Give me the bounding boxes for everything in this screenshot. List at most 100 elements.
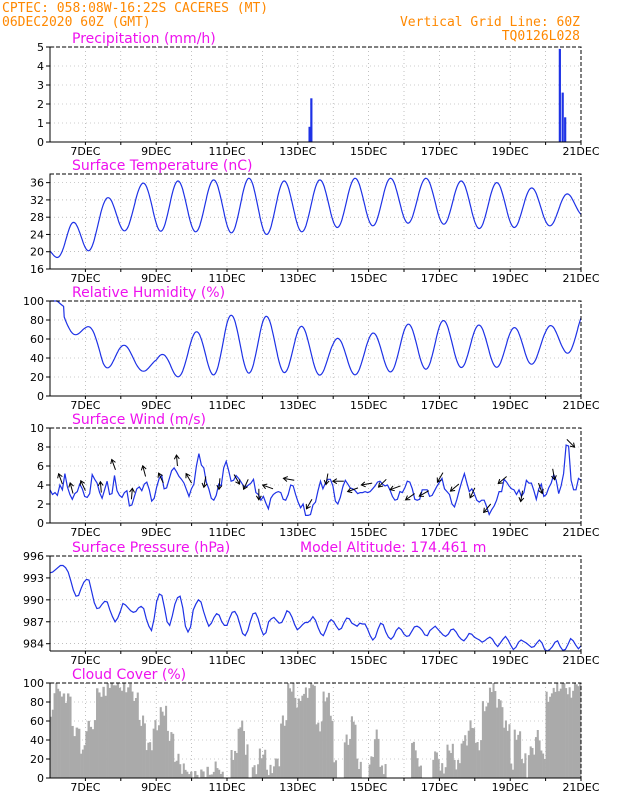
cloud-bar: [382, 774, 385, 778]
wind-arrow-shaft: [58, 473, 63, 485]
x-tick-label: 17DEC: [421, 272, 458, 285]
cloud-bar: [71, 725, 74, 778]
wind-arrow: [518, 490, 525, 503]
cloud-bar: [206, 766, 209, 778]
x-tick-label: 15DEC: [350, 526, 387, 539]
wind-arrow: [242, 479, 249, 491]
cloud-bar: [50, 716, 53, 778]
x-tick-label: 13DEC: [279, 399, 316, 412]
cloud-bar: [260, 758, 263, 778]
y-tick-label: 3: [37, 79, 44, 92]
cloud-bar: [81, 749, 84, 778]
cloud-bar: [166, 730, 169, 778]
panel-subtitle: Model Altitude: 174.461 m: [300, 540, 486, 556]
x-tick-label: 21DEC: [562, 526, 599, 539]
wind-arrow-head: [538, 488, 544, 495]
cloud-bar: [80, 753, 83, 778]
x-tick-label: 19DEC: [492, 781, 529, 794]
cloud-bar: [350, 716, 353, 778]
cloud-bar: [292, 683, 295, 778]
cloud-bar: [53, 693, 56, 778]
wind-arrow: [323, 473, 330, 486]
x-tick-label: 17DEC: [421, 399, 458, 412]
cloud-bar: [210, 774, 214, 778]
wind-arrow: [157, 472, 164, 484]
cloud-bar: [165, 705, 168, 778]
wind-arrow: [566, 439, 576, 448]
wind-arrow-head: [157, 472, 163, 478]
temperature-line: [49, 177, 582, 259]
y-tick-label: 8: [37, 441, 44, 454]
wind-arrow-head: [323, 479, 330, 486]
y-tick-label: 5: [37, 41, 44, 54]
x-tick-label: 13DEC: [279, 145, 316, 158]
cloud-bar: [577, 686, 580, 778]
cloud-bar: [411, 743, 414, 778]
cloud-bar: [471, 727, 474, 778]
cloud-bar: [196, 774, 199, 778]
x-tick-label: 15DEC: [350, 272, 387, 285]
cloud-bar: [368, 764, 371, 778]
panel-title: Precipitation (mm/h): [72, 31, 216, 47]
wind-arrow-head: [331, 478, 338, 485]
wind-arrow: [110, 458, 116, 470]
cloud-bar: [138, 719, 141, 778]
header-run-id: TQ0126L028: [502, 29, 580, 44]
panel-5: 0 20 40 60 80 100 7DEC 9DEC 11DEC 13DEC 15DEC 17DEC…: [23, 667, 600, 794]
wind-arrow: [377, 478, 387, 488]
panel-4: 984 987 990 993 996 7DEC 9DEC 11DEC 13DEC 15DEC 17…: [23, 540, 600, 667]
wind-arrow: [129, 487, 135, 500]
wind-arrow-head: [569, 442, 576, 448]
x-tick-label: 9DEC: [141, 399, 171, 412]
x-tick-label: 15DEC: [350, 145, 387, 158]
cloud-bar: [257, 764, 260, 778]
cloud-bar: [414, 750, 417, 778]
cloud-bar: [563, 683, 566, 778]
y-tick-label: 20: [30, 371, 44, 384]
wind-arrow-shaft: [175, 454, 178, 467]
cloud-bar: [349, 738, 352, 778]
cloud-bar: [356, 758, 359, 778]
wind-arrow: [68, 482, 74, 494]
y-tick-label: 987: [23, 616, 44, 629]
cloud-bar: [287, 683, 290, 778]
wind-arrow-head: [449, 486, 456, 492]
wind-arrow: [346, 487, 359, 494]
cloud-bar: [319, 731, 322, 778]
y-tick-label: 10: [30, 422, 44, 435]
wind-arrow-shaft: [185, 473, 193, 484]
cloud-bar: [534, 737, 538, 778]
cloud-bar: [467, 730, 470, 778]
x-tick-label: 7DEC: [70, 526, 100, 539]
cloud-bar: [269, 764, 272, 778]
x-tick-label: 9DEC: [141, 272, 171, 285]
wind-arrow-head: [389, 485, 395, 492]
cloud-bar: [265, 769, 269, 778]
cloud-bar: [451, 743, 454, 778]
cloud-bar: [251, 767, 254, 778]
x-tick-label: 13DEC: [279, 781, 316, 794]
cloud-bar: [87, 720, 90, 778]
wind-arrow-shaft: [520, 490, 524, 502]
cloud-bar: [85, 731, 88, 778]
y-tick-label: 32: [30, 194, 44, 207]
wind-arrow-shaft: [142, 465, 147, 477]
wind-arrow: [497, 476, 507, 485]
cloud-bar: [308, 688, 311, 778]
x-tick-label: 7DEC: [70, 781, 100, 794]
cloud-bar: [175, 760, 178, 778]
cloud-bar: [212, 771, 215, 778]
cloud-bar: [179, 764, 182, 778]
y-tick-label: 24: [30, 228, 44, 241]
wind-arrow-head: [57, 472, 63, 479]
cloud-bar: [168, 740, 171, 778]
cloud-bar: [159, 707, 162, 778]
cloud-bar: [450, 753, 453, 778]
panel-title: Relative Humidity (%): [72, 285, 225, 301]
cloud-bar: [572, 690, 575, 778]
panel-title: Cloud Cover (%): [72, 667, 186, 683]
cloud-bar: [60, 696, 64, 778]
cloud-bar: [246, 744, 249, 778]
cloud-bar: [294, 697, 297, 778]
cloud-bar: [258, 748, 261, 778]
